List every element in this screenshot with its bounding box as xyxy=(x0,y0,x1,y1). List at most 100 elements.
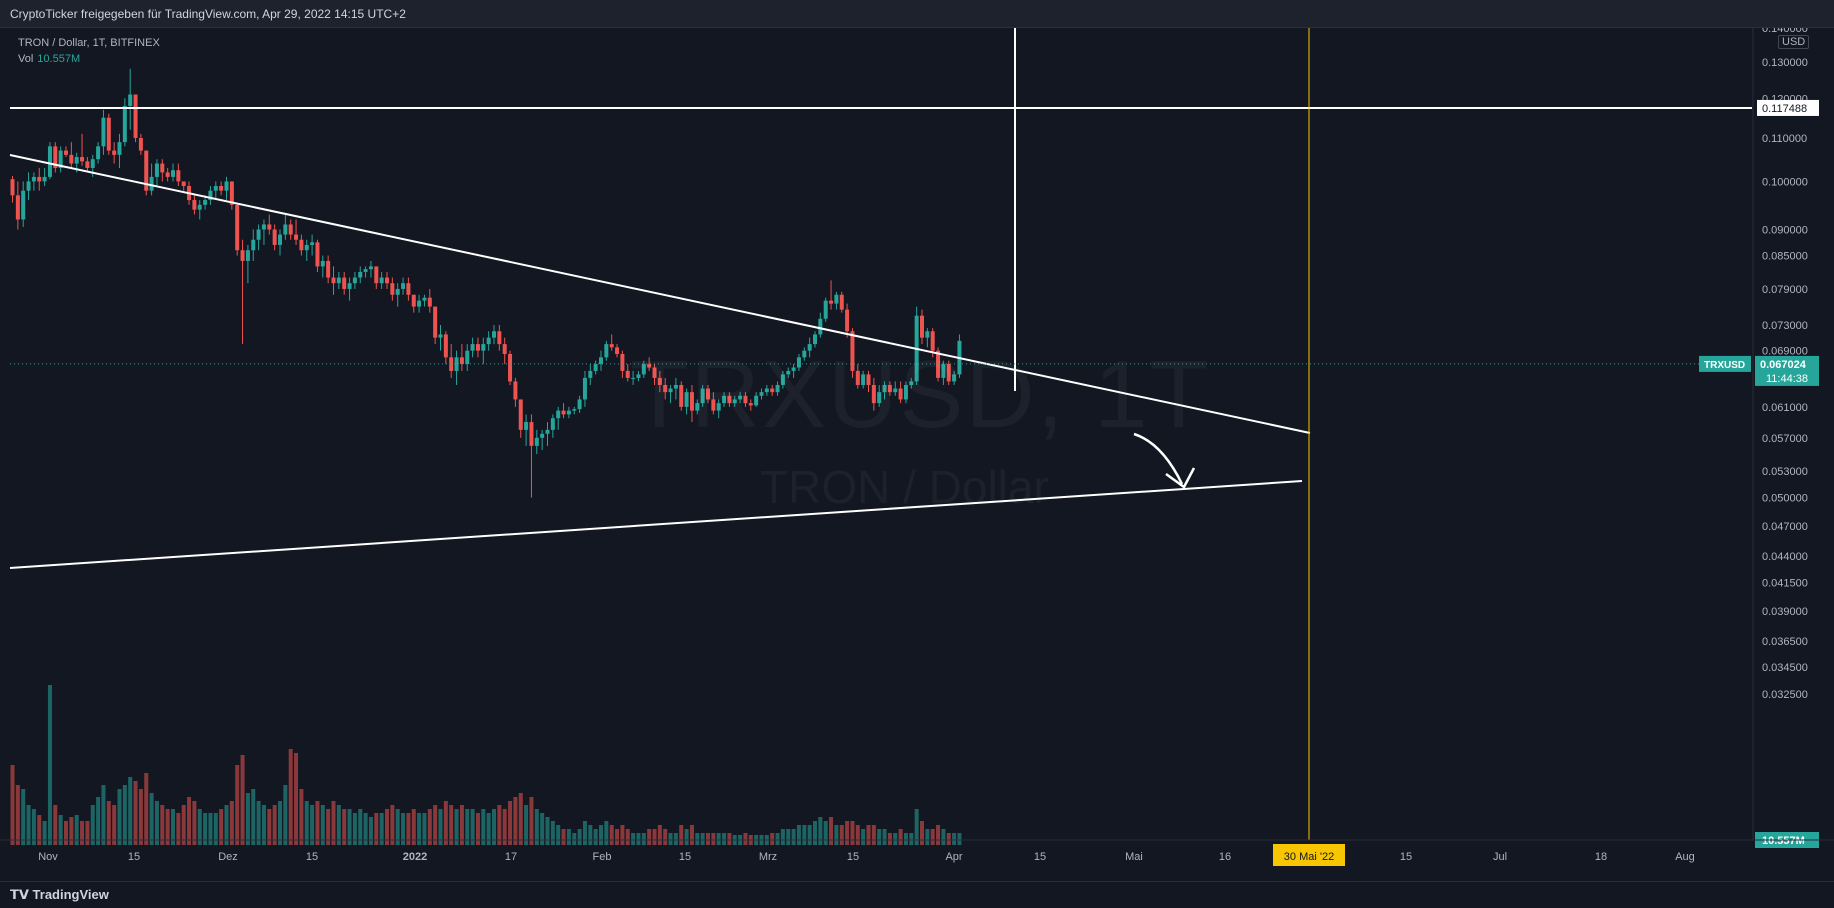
candle-body xyxy=(631,377,636,379)
time-tick-label: 15 xyxy=(847,851,859,863)
candle xyxy=(882,381,887,400)
tradingview-logo[interactable]: 𝗧𝗩 TradingView xyxy=(10,887,109,903)
volume-bar xyxy=(213,813,218,845)
candle-body xyxy=(149,176,154,191)
candle-body xyxy=(385,277,389,284)
candle-body xyxy=(518,399,523,430)
candle-body xyxy=(625,370,630,378)
candle xyxy=(47,142,52,180)
candle xyxy=(684,388,689,415)
candle xyxy=(96,142,101,164)
candle-body xyxy=(53,146,58,168)
candle-body xyxy=(85,161,90,168)
candle-body xyxy=(320,260,325,267)
candle xyxy=(31,172,36,191)
candle-body xyxy=(235,204,240,251)
candle xyxy=(802,347,807,361)
symbol-tag: TRXUSD xyxy=(1704,360,1745,371)
candle-body xyxy=(834,294,839,304)
candle xyxy=(288,219,293,240)
candle xyxy=(80,133,85,166)
volume-bar xyxy=(427,809,432,845)
candle-body xyxy=(58,150,63,168)
candle-body xyxy=(138,137,143,151)
candle xyxy=(229,181,234,210)
candle xyxy=(299,234,304,256)
candle xyxy=(818,312,823,338)
candle-body xyxy=(641,364,646,375)
candle-body xyxy=(898,388,903,400)
time-tick-label: Feb xyxy=(593,851,612,863)
candle-body xyxy=(106,117,111,151)
candle-body xyxy=(459,357,464,365)
volume-bar xyxy=(385,809,389,845)
candle-body xyxy=(497,331,502,345)
candle-body xyxy=(796,357,801,368)
volume-bar xyxy=(861,829,866,845)
candle-body xyxy=(283,224,288,235)
top-bar: CryptoTicker freigegeben für TradingView… xyxy=(0,0,1834,28)
volume-bar xyxy=(342,809,347,845)
volume-bar xyxy=(722,833,727,845)
candle xyxy=(272,224,277,251)
candle-body xyxy=(679,384,684,407)
candle-body xyxy=(893,388,898,393)
candle xyxy=(550,414,555,438)
candle-body xyxy=(722,395,727,404)
candle-body xyxy=(673,384,678,389)
price-chart[interactable]: 0.1400000.1300000.1200000.1100000.100000… xyxy=(0,28,1834,881)
candle xyxy=(909,377,914,389)
volume-bar xyxy=(647,829,652,845)
candle xyxy=(850,328,855,378)
candle xyxy=(422,294,427,307)
symbol-title[interactable]: TRON / Dollar, 1T, BITFINEX xyxy=(18,37,160,49)
volume-bar xyxy=(684,829,689,845)
volume-bar xyxy=(807,825,812,845)
volume-bar xyxy=(663,829,668,845)
candle-body xyxy=(26,181,31,191)
candle-body xyxy=(342,277,347,289)
candle-body xyxy=(144,150,149,191)
candle xyxy=(689,384,694,423)
candle-body xyxy=(909,381,914,385)
currency-badge[interactable]: USD xyxy=(1778,35,1810,49)
volume-bar xyxy=(502,809,507,845)
candle-body xyxy=(401,283,406,289)
candle xyxy=(320,255,325,278)
candle xyxy=(657,370,662,393)
volume-bar xyxy=(871,825,876,845)
candle xyxy=(219,181,224,196)
candle-body xyxy=(240,250,245,261)
candle-body xyxy=(197,204,202,210)
candle-body xyxy=(390,283,395,295)
candle xyxy=(427,288,432,313)
candle xyxy=(791,364,796,378)
volume-bar xyxy=(518,793,523,845)
tv-icon: 𝗧𝗩 xyxy=(10,887,33,902)
candle xyxy=(368,260,373,278)
volume-bar xyxy=(117,789,122,845)
volume-bar xyxy=(203,813,208,845)
candle xyxy=(545,422,550,446)
candle xyxy=(861,370,866,389)
price-tick-label: 0.069000 xyxy=(1762,346,1808,358)
volume-bar xyxy=(106,801,111,845)
volume-bar xyxy=(358,809,363,845)
level-label: 0.117488 xyxy=(1762,103,1807,115)
candle-body xyxy=(593,364,598,371)
candle xyxy=(732,395,737,407)
volume-bar xyxy=(615,829,620,845)
volume-bar xyxy=(882,829,887,845)
candle xyxy=(754,392,759,407)
candle xyxy=(283,214,288,240)
time-tick-label: Apr xyxy=(945,851,962,863)
candle-body xyxy=(604,344,609,358)
volume-bar xyxy=(818,817,823,845)
volume-bar xyxy=(652,829,657,845)
volume-bar xyxy=(352,813,357,845)
candle-body xyxy=(684,392,689,407)
time-tick-label: 15 xyxy=(1400,851,1412,863)
price-tick-label: 0.044000 xyxy=(1762,551,1808,563)
candle-body xyxy=(930,331,935,351)
candle xyxy=(738,392,743,404)
